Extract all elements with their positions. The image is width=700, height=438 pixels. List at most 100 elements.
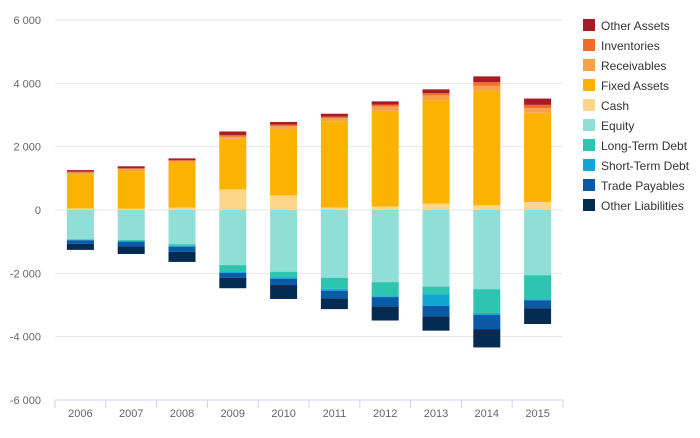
bar-segment[interactable] <box>524 202 552 210</box>
legend-item[interactable]: Equity <box>583 119 634 133</box>
bar-segment[interactable] <box>371 106 399 111</box>
bar-segment[interactable] <box>371 206 399 210</box>
bar-segment[interactable] <box>270 126 298 129</box>
bar-segment[interactable] <box>270 271 298 278</box>
bar-segment[interactable] <box>320 288 348 291</box>
bar-segment[interactable] <box>219 273 247 278</box>
bar-segment[interactable] <box>320 298 348 310</box>
bar-segment[interactable] <box>219 138 247 190</box>
bar-segment[interactable] <box>168 246 196 252</box>
bar-segment[interactable] <box>422 305 450 317</box>
bar-segment[interactable] <box>219 277 247 289</box>
bar-segment[interactable] <box>66 172 94 175</box>
bar-segment[interactable] <box>219 272 247 274</box>
bar-segment[interactable] <box>66 208 94 210</box>
bar-segment[interactable] <box>219 265 247 273</box>
bar-segment[interactable] <box>371 101 399 105</box>
bar-segment[interactable] <box>219 131 247 135</box>
bar-segment[interactable] <box>219 136 247 139</box>
bar-segment[interactable] <box>168 210 196 245</box>
legend-item[interactable]: Other Liabilities <box>583 199 684 213</box>
bar-segment[interactable] <box>117 210 145 241</box>
bar-segment[interactable] <box>524 300 552 309</box>
bar-segment[interactable] <box>524 299 552 301</box>
bar-segment[interactable] <box>524 98 552 105</box>
bar-segment[interactable] <box>371 210 399 283</box>
bar-segment[interactable] <box>422 210 450 287</box>
bar-segment[interactable] <box>371 110 399 207</box>
bar-segment[interactable] <box>168 251 196 262</box>
bar-segment[interactable] <box>168 162 196 208</box>
bar-segment[interactable] <box>473 90 501 206</box>
bar-segment[interactable] <box>168 160 196 163</box>
bar-segment[interactable] <box>66 243 94 250</box>
bar-segment[interactable] <box>270 128 298 196</box>
bar-segment[interactable] <box>422 95 450 101</box>
bar-segment[interactable] <box>117 169 145 172</box>
bar-segment[interactable] <box>270 278 298 286</box>
bar-segment[interactable] <box>422 89 450 94</box>
bar-segment[interactable] <box>473 85 501 91</box>
bar-segment[interactable] <box>371 297 399 307</box>
legend-item[interactable]: Receivables <box>583 59 666 73</box>
bar-segment[interactable] <box>219 134 247 137</box>
bar-segment[interactable] <box>117 241 145 247</box>
bar-segment[interactable] <box>473 329 501 348</box>
bar-segment[interactable] <box>473 289 501 313</box>
bar-segment[interactable] <box>524 104 552 109</box>
bar-segment[interactable] <box>117 241 145 242</box>
bar-segment[interactable] <box>524 108 552 113</box>
bar-segment[interactable] <box>422 294 450 306</box>
bar-segment[interactable] <box>66 239 94 240</box>
bar-segment[interactable] <box>117 168 145 170</box>
legend-item[interactable]: Other Assets <box>583 19 670 33</box>
bar-segment[interactable] <box>422 286 450 295</box>
bar-segment[interactable] <box>371 306 399 321</box>
bar-segment[interactable] <box>422 93 450 96</box>
bar-segment[interactable] <box>117 208 145 210</box>
bar-segment[interactable] <box>473 76 501 83</box>
bar-segment[interactable] <box>66 210 94 240</box>
bar-segment[interactable] <box>66 170 94 172</box>
bar-segment[interactable] <box>66 239 94 241</box>
bar-segment[interactable] <box>168 207 196 210</box>
bar-segment[interactable] <box>270 124 298 127</box>
bar-segment[interactable] <box>320 116 348 119</box>
bar-segment[interactable] <box>524 275 552 300</box>
legend-item[interactable]: Trade Payables <box>583 179 685 193</box>
bar-segment[interactable] <box>371 296 399 298</box>
bar-segment[interactable] <box>66 174 94 209</box>
bar-segment[interactable] <box>320 210 348 278</box>
legend-item[interactable]: Cash <box>583 99 629 113</box>
bar-segment[interactable] <box>117 246 145 255</box>
bar-segment[interactable] <box>66 171 94 173</box>
bar-segment[interactable] <box>524 112 552 203</box>
bar-segment[interactable] <box>524 210 552 276</box>
bar-segment[interactable] <box>219 210 247 266</box>
bar-segment[interactable] <box>117 240 145 242</box>
bar-segment[interactable] <box>168 245 196 247</box>
bar-segment[interactable] <box>320 113 348 117</box>
bar-segment[interactable] <box>117 166 145 169</box>
legend-item[interactable]: Fixed Assets <box>583 79 669 93</box>
bar-segment[interactable] <box>422 100 450 204</box>
bar-segment[interactable] <box>270 277 298 279</box>
bar-segment[interactable] <box>320 118 348 122</box>
bar-segment[interactable] <box>320 121 348 208</box>
bar-segment[interactable] <box>422 316 450 331</box>
bar-segment[interactable] <box>473 210 501 290</box>
legend-item[interactable]: Inventories <box>583 39 660 53</box>
bar-segment[interactable] <box>168 159 196 161</box>
bar-segment[interactable] <box>270 210 298 272</box>
bar-segment[interactable] <box>219 189 247 210</box>
bar-segment[interactable] <box>473 314 501 330</box>
bar-segment[interactable] <box>320 207 348 210</box>
bar-segment[interactable] <box>168 158 196 160</box>
bar-segment[interactable] <box>117 171 145 209</box>
bar-segment[interactable] <box>371 104 399 107</box>
bar-segment[interactable] <box>320 277 348 289</box>
bar-segment[interactable] <box>473 312 501 315</box>
bar-segment[interactable] <box>66 240 94 244</box>
bar-segment[interactable] <box>371 282 399 297</box>
bar-segment[interactable] <box>422 203 450 210</box>
